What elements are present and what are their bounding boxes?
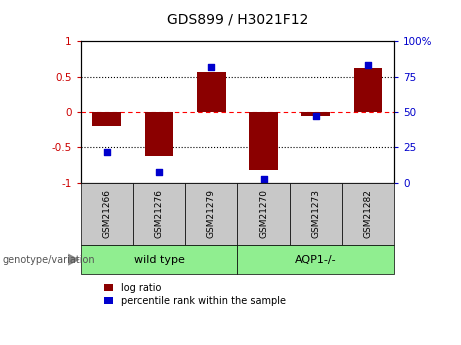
Point — [364, 63, 372, 68]
Text: GSM21282: GSM21282 — [364, 189, 372, 238]
Text: genotype/variation: genotype/variation — [2, 255, 95, 265]
Bar — [354, 68, 382, 112]
Bar — [145, 112, 173, 156]
Bar — [301, 112, 330, 116]
Text: GSM21270: GSM21270 — [259, 189, 268, 238]
Text: GSM21266: GSM21266 — [102, 189, 111, 238]
Legend: log ratio, percentile rank within the sample: log ratio, percentile rank within the sa… — [104, 283, 285, 306]
Bar — [249, 112, 278, 170]
Point — [103, 149, 111, 155]
Text: AQP1-/-: AQP1-/- — [295, 255, 337, 265]
Bar — [92, 112, 121, 126]
Text: wild type: wild type — [134, 255, 184, 265]
Text: GSM21276: GSM21276 — [154, 189, 164, 238]
Bar — [197, 72, 226, 112]
Point — [155, 169, 163, 174]
Text: GSM21279: GSM21279 — [207, 189, 216, 238]
Text: GDS899 / H3021F12: GDS899 / H3021F12 — [167, 12, 308, 26]
Point — [260, 176, 267, 181]
Text: GSM21273: GSM21273 — [311, 189, 320, 238]
Polygon shape — [68, 254, 80, 266]
Point — [207, 64, 215, 70]
Point — [312, 114, 319, 119]
